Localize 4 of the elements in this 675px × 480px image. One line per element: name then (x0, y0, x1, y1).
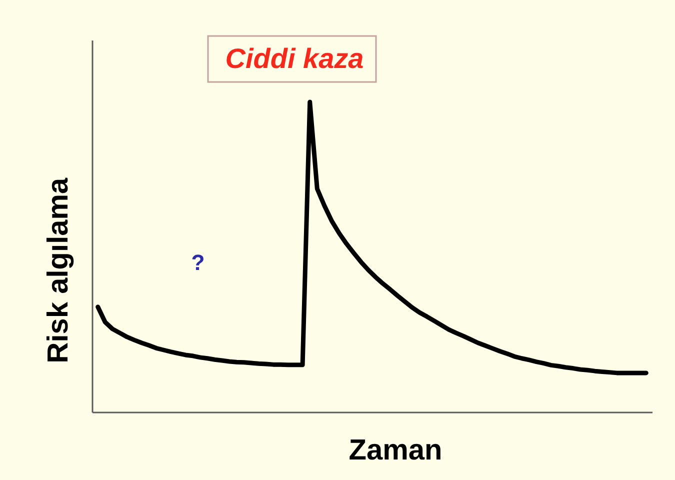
x-axis-title: Zaman (348, 434, 442, 466)
y-axis-title: Risk algılama (42, 176, 74, 364)
text: Ciddi kaza (225, 43, 364, 74)
annotation: ? (191, 250, 205, 275)
